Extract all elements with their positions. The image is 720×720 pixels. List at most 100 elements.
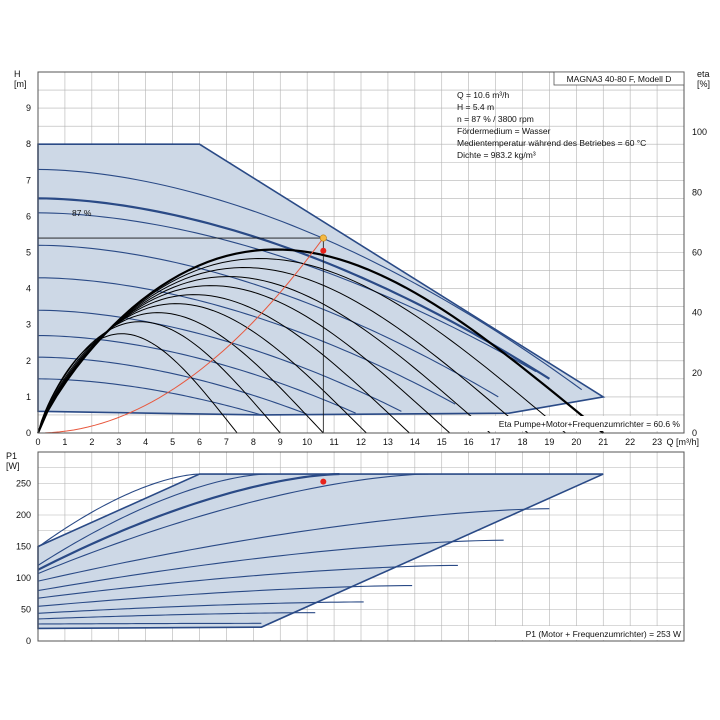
efficiency-curve <box>37 294 410 434</box>
x-tick-label: 15 <box>437 437 447 447</box>
x-tick-label: 16 <box>464 437 474 447</box>
y-tick-label: 6 <box>26 211 31 221</box>
power-tick-label: 150 <box>16 542 31 552</box>
speed-curve <box>37 378 262 416</box>
head-x-ticks: 0 1 2 3 4 5 6 7 8 9 10 11 12 13 14 15 16 17 18 19 20 21 22 23 <box>35 437 662 447</box>
x-tick-label: 22 <box>625 437 635 447</box>
x-tick-label: 12 <box>356 437 366 447</box>
power-tick-label: 0 <box>26 636 31 646</box>
head-chart-panel: 0 1 2 3 4 5 6 7 8 9 10 11 12 13 14 15 16 17 18 19 20 21 22 23 0… <box>14 69 710 447</box>
power-curve <box>37 472 340 571</box>
eta-note: Eta Pumpe+Motor+Frequenzumrichter = 60.6… <box>499 419 681 429</box>
power-curve <box>37 601 364 614</box>
eta-tick-label: 80 <box>692 187 702 197</box>
axis-label-line: [%] <box>697 79 710 89</box>
efficiency-curve <box>36 248 604 434</box>
speed-curve <box>37 168 583 391</box>
speed-curve-label: 87 % <box>72 208 92 218</box>
y-tick-label: 5 <box>26 248 31 258</box>
x-tick-label: 10 <box>302 437 312 447</box>
y-tick-label: 0 <box>26 428 31 438</box>
eta-note-box <box>462 416 683 431</box>
power-tick-label: 200 <box>16 510 31 520</box>
speed-curve <box>37 334 356 414</box>
power-curve <box>37 508 550 582</box>
power-y-axis-label: P1[W] <box>6 451 20 471</box>
system-curve <box>37 237 324 434</box>
speed-curve <box>37 212 537 373</box>
x-tick-label: 4 <box>143 437 148 447</box>
eta-y-ticks: 0 20 40 60 80 100 <box>692 127 707 438</box>
axis-label-line: [W] <box>6 461 20 471</box>
chart-title: MAGNA3 40-80 F, Modell D <box>567 74 672 84</box>
x-tick-label: 6 <box>197 437 202 447</box>
x-tick-label: 18 <box>517 437 527 447</box>
duty-info-line: Medientemperatur während des Betriebes =… <box>457 138 646 148</box>
x-tick-label: 1 <box>62 437 67 447</box>
efficiency-curve <box>37 333 238 434</box>
power-note: P1 (Motor + Frequenzumrichter) = 253 W <box>526 629 681 639</box>
duty-point-efficiency-marker <box>320 247 327 254</box>
power-chart-panel: 0 50 100 150 200 250 P1[W] P1 (Motor + Freque… <box>6 451 685 647</box>
power-y-ticks: 0 50 100 150 200 250 <box>16 479 31 647</box>
x-tick-label: 17 <box>491 437 501 447</box>
head-y-ticks: 0 1 2 3 4 5 6 7 8 9 <box>26 103 31 438</box>
x-tick-label: 0 <box>35 437 40 447</box>
x-tick-label: 13 <box>383 437 393 447</box>
power-curve <box>37 622 262 625</box>
axis-label-line: H <box>14 69 21 79</box>
x-tick-label: 3 <box>116 437 121 447</box>
power-tick-label: 250 <box>16 479 31 489</box>
y-tick-label: 7 <box>26 175 31 185</box>
y-tick-label: 8 <box>26 139 31 149</box>
eta-tick-label: 60 <box>692 248 702 258</box>
power-tick-label: 100 <box>16 573 31 583</box>
duty-info-line: H = 5.4 m <box>457 102 494 112</box>
speed-curve <box>37 309 402 412</box>
eta-tick-label: 40 <box>692 308 702 318</box>
duty-point-marker <box>319 234 327 242</box>
duty-info-line: Dichte = 983.2 kg/m³ <box>457 150 536 160</box>
power-tick-label: 50 <box>21 605 31 615</box>
eta-tick-label: 100 <box>692 127 707 137</box>
power-curve <box>37 473 200 548</box>
head-y-axis-label: H[m] <box>14 69 27 89</box>
chart-title-box <box>553 71 685 86</box>
power-curve <box>37 473 267 566</box>
eta-axis-label: eta[%] <box>697 69 710 89</box>
efficiency-curve <box>37 303 367 434</box>
power-curve <box>37 612 316 620</box>
axis-label-line: [m] <box>14 79 27 89</box>
efficiency-curve <box>37 258 566 434</box>
speed-curve <box>37 244 499 398</box>
y-tick-label: 2 <box>26 356 31 366</box>
x-tick-label: 20 <box>571 437 581 447</box>
axis-label-line: P1 <box>6 451 17 461</box>
power-curves <box>37 472 550 625</box>
duty-info-line: Fördermedium = Wasser <box>457 126 551 136</box>
efficiency-curve <box>37 312 324 434</box>
eta-tick-label: 0 <box>692 428 697 438</box>
duty-info-line: n = 87 % / 3800 rpm <box>457 114 534 124</box>
power-curve <box>37 564 458 599</box>
x-tick-label: 14 <box>410 437 420 447</box>
duty-info-block: Q = 10.6 m³/h H = 5.4 m n = 87 % / 3800 rp… <box>457 90 646 160</box>
x-tick-label: 7 <box>224 437 229 447</box>
x-tick-label: 5 <box>170 437 175 447</box>
duty-point-guides <box>38 237 324 433</box>
power-plot-frame <box>37 451 685 642</box>
efficiency-curves <box>36 248 604 434</box>
axis-label-line: eta <box>697 69 710 79</box>
x-tick-label: 23 <box>652 437 662 447</box>
y-tick-label: 1 <box>26 392 31 402</box>
power-curve <box>37 473 429 575</box>
x-tick-label: 11 <box>329 437 338 447</box>
x-tick-label: 21 <box>598 437 608 447</box>
head-x-axis-label: Q [m³/h] <box>667 437 700 447</box>
power-curve <box>37 539 504 592</box>
x-tick-label: 9 <box>278 437 283 447</box>
speed-curve <box>37 277 456 405</box>
y-tick-label: 4 <box>26 284 31 294</box>
y-tick-label: 3 <box>26 320 31 330</box>
